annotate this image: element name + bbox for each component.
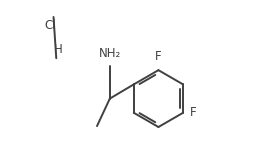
Text: F: F [155,50,162,63]
Text: H: H [54,44,63,56]
Text: NH₂: NH₂ [99,47,121,60]
Text: F: F [190,106,197,119]
Text: Cl: Cl [44,19,56,32]
